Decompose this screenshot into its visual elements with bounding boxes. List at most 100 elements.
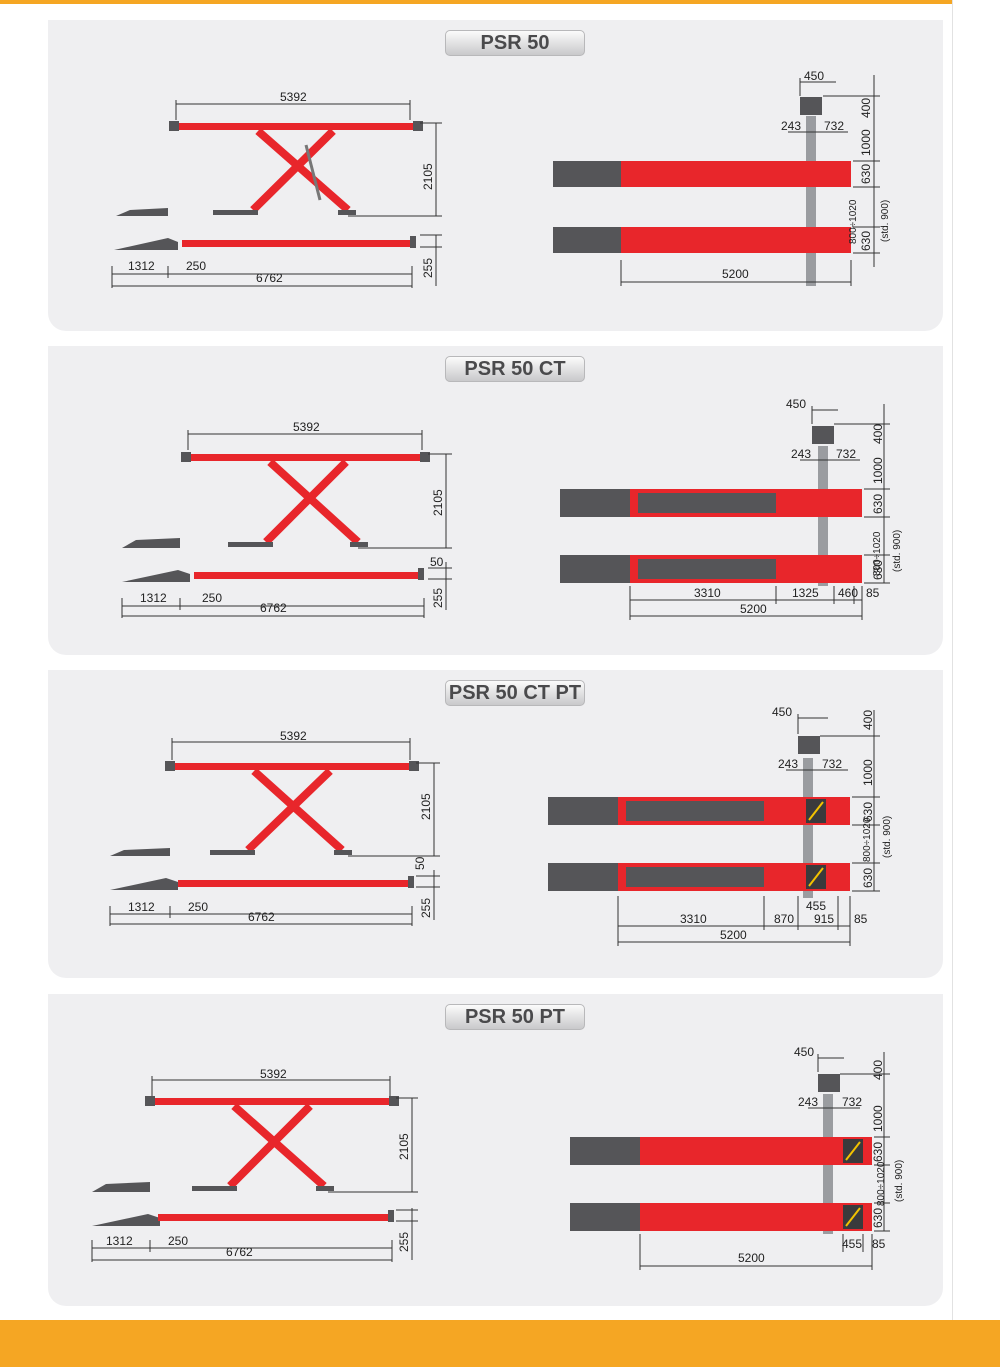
dim-630-a: 630 bbox=[859, 164, 873, 184]
side-platform-end-right bbox=[409, 761, 419, 771]
dim-630-a: 630 bbox=[871, 1142, 885, 1162]
dim-small-offset: 50 bbox=[413, 856, 427, 870]
top-runway-1-plates bbox=[626, 801, 764, 821]
dim-915: 915 bbox=[814, 912, 834, 926]
panel-psr-50-pt: PSR 50 PT 5392 2105 1312 250 bbox=[48, 994, 943, 1306]
dim-lowered-height: 255 bbox=[397, 1232, 411, 1252]
panel-title: PSR 50 PT bbox=[445, 1004, 585, 1030]
dim-732: 732 bbox=[824, 119, 844, 133]
dim-total-length: 6762 bbox=[226, 1245, 253, 1259]
side-platform-lowered bbox=[158, 1214, 390, 1221]
top-runway-2-dark bbox=[560, 555, 630, 583]
dim-lift-height: 2105 bbox=[431, 489, 445, 516]
dim-std: (std. 900) bbox=[882, 816, 893, 858]
top-runway-1-dark bbox=[548, 797, 618, 825]
top-play-arrow-2 bbox=[808, 867, 824, 887]
dim-630-b: 630 bbox=[859, 231, 873, 251]
top-column bbox=[806, 116, 816, 286]
dim-lift-height: 2105 bbox=[419, 793, 433, 820]
dim-runway-length: 5200 bbox=[720, 928, 747, 942]
dim-455: 455 bbox=[842, 1237, 862, 1251]
side-platform-lowered-end bbox=[418, 568, 424, 580]
dim-243: 243 bbox=[778, 757, 798, 771]
dim-runway-length: 5200 bbox=[722, 267, 749, 281]
side-cylinder bbox=[304, 144, 322, 201]
top-view: 450 400 243 732 1000 630 630 800÷1020 (s… bbox=[548, 705, 893, 946]
side-platform-end-left bbox=[169, 121, 179, 131]
side-platform-end-left bbox=[181, 452, 191, 462]
dim-range: 800÷1020 bbox=[876, 1161, 887, 1206]
dim-platform-length: 5392 bbox=[293, 420, 320, 434]
dim-total-length: 6762 bbox=[256, 271, 283, 285]
top-view: 450 400 243 732 1000 630 630 800÷1020 (s… bbox=[560, 397, 903, 620]
side-scissor-arm-a bbox=[251, 768, 345, 853]
dim-total-length: 6762 bbox=[260, 601, 287, 615]
dim-platform-length: 5392 bbox=[280, 729, 307, 743]
top-play-arrow-1 bbox=[808, 801, 824, 821]
side-ramp-raised bbox=[122, 538, 180, 548]
side-base-foot-left bbox=[210, 850, 255, 855]
side-scissor-arm-b bbox=[263, 459, 349, 545]
dim-box-width: 450 bbox=[772, 705, 792, 719]
dim-1000: 1000 bbox=[871, 457, 885, 484]
side-ramp-lower bbox=[114, 238, 178, 250]
dim-630-a: 630 bbox=[861, 802, 875, 822]
side-view: 5392 2105 50 1312 250 6762 255 bbox=[121, 420, 452, 618]
top-runway-2-red bbox=[640, 1203, 872, 1231]
side-scissor-arm-b bbox=[250, 128, 336, 213]
top-column bbox=[803, 758, 813, 898]
top-runway-1-red bbox=[640, 1137, 872, 1165]
dim-243: 243 bbox=[781, 119, 801, 133]
dim-1000: 1000 bbox=[861, 759, 875, 786]
dim-ramp-length: 1312 bbox=[106, 1234, 133, 1248]
dim-460: 460 bbox=[838, 586, 858, 600]
dim-std: (std. 900) bbox=[894, 1160, 905, 1202]
dim-ramp-length: 1312 bbox=[140, 591, 167, 605]
side-platform-lowered bbox=[182, 240, 412, 247]
dim-box-width: 450 bbox=[794, 1045, 814, 1059]
side-ramp-raised bbox=[92, 1182, 150, 1192]
bottom-accent-bar bbox=[0, 1320, 1000, 1367]
dim-box-height: 400 bbox=[859, 98, 873, 118]
top-control-box bbox=[812, 426, 834, 444]
panel-psr-50-ct-pt: PSR 50 CT PT 5392 2105 50 1312 bbox=[48, 670, 943, 978]
top-runway-2-dark bbox=[553, 227, 621, 253]
right-margin-strip bbox=[952, 0, 1000, 1320]
side-platform-end-right bbox=[413, 121, 423, 131]
dim-runway-length: 5200 bbox=[738, 1251, 765, 1265]
top-runway-2-plates bbox=[626, 867, 764, 887]
dim-732: 732 bbox=[836, 447, 856, 461]
panel-psr-50-ct: PSR 50 CT 5392 2105 50 1312 bbox=[48, 346, 943, 655]
side-scissor-arm-a bbox=[231, 1103, 327, 1189]
top-runway-1-plates bbox=[638, 493, 776, 513]
top-view: 450 400 243 732 1000 630 630 800÷1020 (s… bbox=[570, 1045, 905, 1270]
dim-small-offset: 50 bbox=[430, 555, 444, 569]
top-accent-bar bbox=[0, 0, 952, 4]
side-platform-end-right bbox=[389, 1096, 399, 1106]
dim-total-length: 6762 bbox=[248, 910, 275, 924]
dim-box-height: 400 bbox=[871, 1060, 885, 1080]
dim-85: 85 bbox=[854, 912, 868, 926]
side-scissor-arm-b bbox=[245, 768, 333, 853]
drawings-psr-50-ct-pt: 5392 2105 50 1312 250 6762 255 bbox=[109, 705, 893, 946]
top-play-arrow-2 bbox=[845, 1207, 861, 1227]
side-platform-lowered-end bbox=[388, 1210, 394, 1222]
dim-732: 732 bbox=[842, 1095, 862, 1109]
dim-range: 800÷1020 bbox=[862, 817, 873, 862]
drawings-psr-50-pt: 5392 2105 1312 250 6762 255 bbox=[91, 1045, 905, 1270]
side-scissor-arm-a bbox=[255, 127, 351, 214]
dim-85: 85 bbox=[866, 586, 880, 600]
top-view: 450 400 243 732 1000 630 630 800÷1020 (s… bbox=[553, 69, 891, 286]
top-runway-1-red bbox=[621, 161, 851, 187]
top-runway-2-dark bbox=[548, 863, 618, 891]
side-platform-lowered-end bbox=[410, 236, 416, 248]
dim-243: 243 bbox=[798, 1095, 818, 1109]
top-control-box bbox=[818, 1074, 840, 1092]
dim-630-b: 630 bbox=[871, 1208, 885, 1228]
side-platform-end-right bbox=[420, 452, 430, 462]
dim-range: 800÷1020 bbox=[848, 199, 859, 244]
dim-std: (std. 900) bbox=[892, 530, 903, 572]
side-platform-lowered-end bbox=[408, 876, 414, 888]
dim-lowered-height: 255 bbox=[421, 258, 435, 278]
side-scissor-arm-b bbox=[227, 1103, 313, 1189]
